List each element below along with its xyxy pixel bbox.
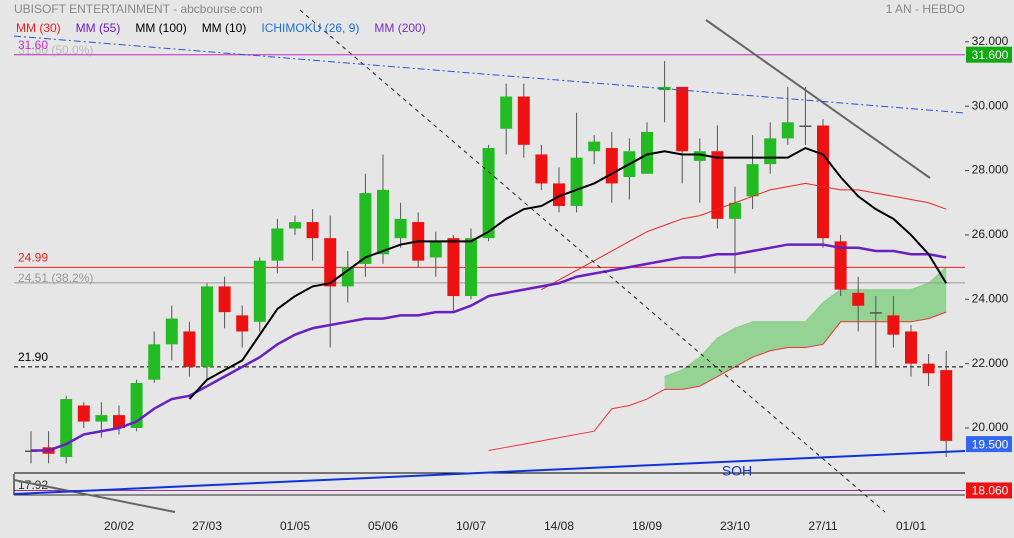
plot: 31.60 (50.0%)31.60 24.99 24.51 (38.2%) 21.9… bbox=[14, 38, 965, 496]
legend-entry: ICHIMOKU (26, 9) bbox=[261, 21, 359, 35]
candle-body bbox=[130, 382, 143, 429]
candle-body bbox=[781, 122, 794, 139]
candle-body bbox=[377, 189, 389, 255]
x-tick-label: 10/07 bbox=[456, 519, 486, 533]
trend-line bbox=[299, 9, 886, 513]
candle-body bbox=[535, 154, 548, 184]
y-tick-label: 24.000 bbox=[972, 291, 1009, 305]
candle-body bbox=[218, 286, 231, 313]
candle-body bbox=[148, 344, 161, 380]
candle-body bbox=[500, 96, 513, 129]
candle-body bbox=[570, 157, 583, 206]
cloud-upper bbox=[664, 266, 947, 377]
candle-body bbox=[236, 315, 249, 332]
x-tick-label: 05/06 bbox=[368, 519, 398, 533]
candle-body bbox=[940, 370, 953, 441]
candle-body bbox=[869, 312, 882, 314]
level-label: 24.51 (38.2%) bbox=[18, 271, 93, 285]
legend-entry: MM (55) bbox=[76, 21, 121, 35]
candle-body bbox=[834, 241, 847, 290]
candle-body bbox=[289, 222, 301, 229]
level-label: 31.60 (50.0%) bbox=[18, 43, 93, 57]
candle-body bbox=[676, 86, 689, 152]
y-tick-label: 26.000 bbox=[972, 227, 1009, 241]
moving-average bbox=[31, 243, 947, 452]
candle-body bbox=[905, 331, 917, 364]
x-tick-label: 23/10 bbox=[720, 519, 750, 533]
moving-average bbox=[541, 182, 947, 291]
x-tick-label: 27/11 bbox=[808, 519, 837, 533]
candle-body bbox=[605, 148, 618, 184]
candle-body bbox=[658, 86, 671, 91]
candle-body bbox=[77, 405, 90, 422]
trend-line bbox=[13, 450, 966, 495]
candle-body bbox=[183, 331, 196, 367]
price-tag bbox=[966, 46, 1012, 63]
level-label: 21.90 bbox=[18, 350, 48, 364]
x-tick-label: 01/01 bbox=[896, 519, 926, 533]
x-tick-label: 20/02 bbox=[104, 519, 134, 533]
price-tag bbox=[966, 436, 1012, 453]
trend-line bbox=[13, 35, 966, 114]
axis-panel bbox=[965, 0, 1014, 538]
candle-body bbox=[447, 238, 460, 297]
candle-body bbox=[641, 131, 653, 174]
candle-body bbox=[729, 202, 741, 219]
y-tick-label: 20.000 bbox=[972, 420, 1009, 434]
candle-body bbox=[394, 218, 407, 239]
candle-body bbox=[465, 238, 477, 297]
candle-body bbox=[324, 238, 337, 287]
candle-body bbox=[429, 241, 442, 258]
candle-body bbox=[887, 315, 900, 335]
candle-body bbox=[553, 183, 565, 206]
y-tick-label: 22.000 bbox=[972, 356, 1009, 370]
y-tick-label: 32.000 bbox=[972, 34, 1009, 48]
candle-body bbox=[201, 286, 213, 367]
y-tick-label: 30.000 bbox=[972, 98, 1009, 112]
candle-body bbox=[306, 222, 319, 239]
y-tick-label: 28.000 bbox=[972, 163, 1009, 177]
x-tick-label: 14/08 bbox=[544, 519, 574, 533]
candle-body bbox=[764, 138, 777, 165]
legend-entry: MM (10) bbox=[202, 21, 247, 35]
candle-body bbox=[517, 96, 530, 145]
candle-body bbox=[588, 141, 601, 152]
trend-line bbox=[13, 479, 176, 513]
price-tag-label: 18.060 bbox=[972, 484, 1009, 498]
candle-body bbox=[60, 399, 73, 457]
candle-body bbox=[165, 318, 178, 345]
x-tick-label: 27/03 bbox=[192, 519, 222, 533]
price-tag bbox=[966, 482, 1012, 499]
trend-line bbox=[705, 19, 931, 179]
candle-body bbox=[711, 151, 724, 219]
candle-body bbox=[482, 148, 495, 239]
candle-body bbox=[113, 415, 125, 429]
x-tick-label: 18/09 bbox=[632, 519, 662, 533]
legend-entry: MM (30) bbox=[16, 21, 61, 35]
candle-body bbox=[253, 260, 266, 322]
x-tick-label: 01/05 bbox=[280, 519, 310, 533]
candle-body bbox=[746, 164, 759, 197]
candle-body bbox=[693, 151, 706, 161]
candle-body bbox=[271, 228, 284, 261]
chart-title: UBISOFT ENTERTAINMENT - abcbourse.com bbox=[14, 2, 263, 16]
price-tag-label: 31.600 bbox=[972, 48, 1009, 62]
cloud-lower bbox=[488, 311, 947, 452]
moving-average bbox=[188, 146, 948, 400]
annotation: SOH bbox=[722, 463, 752, 479]
candle-body bbox=[817, 125, 829, 239]
candle-body bbox=[95, 415, 108, 422]
cloud bbox=[664, 267, 947, 390]
candle-body bbox=[799, 125, 812, 128]
candle-body bbox=[852, 292, 865, 306]
legend-entry: MM (100) bbox=[135, 21, 186, 35]
price-tag-label: 19.500 bbox=[972, 437, 1009, 451]
level-label: 24.99 bbox=[18, 251, 48, 265]
candle-body bbox=[922, 363, 935, 374]
legend-entry: MM (200) bbox=[374, 21, 425, 35]
candle-body bbox=[359, 193, 372, 264]
level-label: 31.60 bbox=[18, 38, 48, 52]
period-label: 1 AN - HEBDO bbox=[886, 2, 965, 16]
